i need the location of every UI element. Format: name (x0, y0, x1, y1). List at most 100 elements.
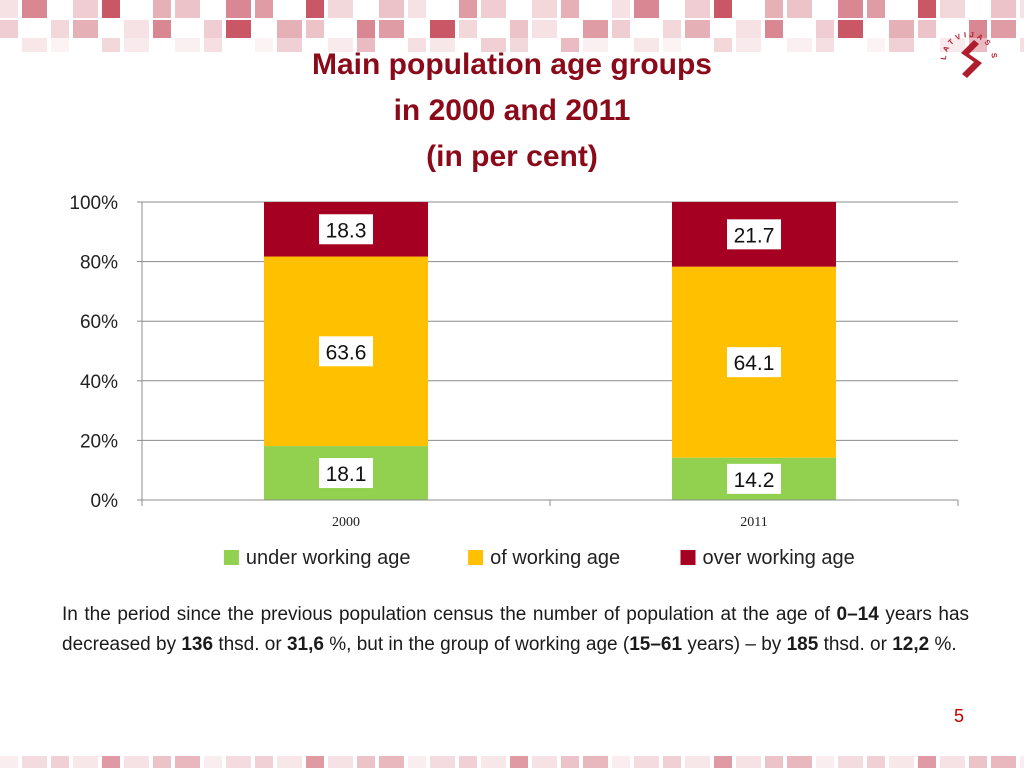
text-part: thsd. or (213, 634, 287, 655)
decorative-square (459, 756, 477, 768)
decorative-square (175, 756, 200, 768)
decrease-percent: 31,6 (286, 634, 324, 655)
decorative-square (663, 20, 681, 38)
decorative-square (124, 756, 149, 768)
decorative-square (124, 20, 149, 38)
decorative-square (612, 756, 630, 768)
decorative-square (736, 20, 761, 38)
decorative-square (612, 20, 630, 38)
decorative-square (838, 756, 863, 768)
text-part: %. (929, 634, 957, 655)
decorative-square (940, 38, 965, 52)
decorative-square (255, 0, 273, 18)
legend-label: over working age (703, 547, 855, 569)
decorative-square (459, 20, 477, 38)
decorative-square (634, 38, 659, 52)
decorative-square (532, 20, 557, 38)
y-tick-label: 80% (80, 253, 118, 274)
decorative-square (102, 38, 120, 52)
data-label-box (727, 463, 781, 494)
legend-swatch (223, 550, 239, 565)
decorative-square (306, 0, 324, 18)
decorative-square (561, 0, 579, 18)
decorative-square (0, 20, 18, 38)
legend-label: of working age (490, 547, 620, 569)
decorative-square (918, 0, 936, 18)
decorative-square (357, 38, 375, 52)
y-tick-label: 20% (80, 431, 118, 452)
decorative-square (51, 38, 69, 52)
decorative-square (153, 20, 171, 38)
decorative-square (153, 756, 171, 768)
y-tick-label: 60% (80, 312, 118, 333)
decorative-square (510, 756, 528, 768)
title-line-3: (in per cent) (426, 140, 598, 173)
decorative-square (714, 756, 732, 768)
decorative-square (1020, 38, 1024, 52)
decorative-square (430, 20, 455, 38)
data-label: 21.7 (734, 224, 775, 247)
text-part: %, but in the group of working age ( (323, 634, 630, 655)
decorative-square (306, 756, 324, 768)
decorative-top-strip (0, 0, 1024, 60)
decorative-square (0, 756, 18, 768)
page-number: 5 (953, 706, 964, 726)
decorative-square (838, 20, 863, 38)
decorative-square (714, 0, 732, 18)
decorative-square (357, 20, 375, 38)
decorative-square (277, 38, 302, 52)
decorative-square (787, 756, 812, 768)
title-line-2: in 2000 and 2011 (393, 94, 631, 127)
decorative-square (867, 756, 885, 768)
decorative-square (889, 20, 914, 38)
decorative-square (379, 0, 404, 18)
decorative-square (408, 756, 426, 768)
decorative-square (991, 20, 1016, 38)
age-range-0-14: 0–14 (836, 604, 879, 625)
decorative-square (102, 756, 120, 768)
decorative-bottom-strip (0, 756, 1024, 768)
x-tick-label: 2011 (740, 515, 767, 530)
decorative-square (561, 756, 579, 768)
census-summary-text: In the period since the previous populat… (62, 600, 969, 660)
decorative-square (889, 756, 914, 768)
decorative-square (51, 20, 69, 38)
decorative-square (226, 20, 251, 38)
decorative-square (73, 0, 98, 18)
decorative-square (73, 756, 98, 768)
decorative-square (102, 0, 120, 18)
decorative-square (889, 38, 914, 52)
decorative-square (867, 38, 885, 52)
decorative-square (306, 20, 324, 38)
decorative-square (408, 0, 426, 18)
decorative-square (634, 756, 659, 768)
decorative-square (991, 756, 1016, 768)
data-label: 63.6 (326, 341, 367, 364)
working-age-thsd: 185 (786, 634, 819, 655)
stacked-bar-chart: 0% 20% 40% 60% 80% 100% 18.1 63.6 18.3 2000 14.2 64… (69, 193, 959, 569)
decorative-square (816, 20, 834, 38)
decorative-square (991, 0, 1016, 18)
decorative-square (634, 0, 659, 18)
x-tick-label: 2000 (332, 515, 360, 530)
decorative-square (765, 0, 783, 18)
decorative-square (204, 756, 222, 768)
decorative-square (787, 38, 812, 52)
decorative-square (918, 756, 936, 768)
y-tick-label: 100% (69, 193, 118, 214)
decorative-square (22, 0, 47, 18)
decorative-square (663, 756, 681, 768)
decorative-square (204, 38, 222, 52)
decorative-square (816, 38, 834, 52)
decorative-square (204, 20, 222, 38)
data-label: 14.2 (734, 469, 775, 492)
decorative-square (175, 0, 200, 18)
text-part: thsd. or (818, 634, 893, 655)
text-part: years) – by (682, 634, 787, 655)
decorative-square (532, 0, 557, 18)
decorative-square (379, 756, 404, 768)
decorative-square (736, 756, 761, 768)
decorative-square (408, 38, 426, 52)
data-label-box (727, 347, 781, 378)
decorative-square (277, 756, 302, 768)
